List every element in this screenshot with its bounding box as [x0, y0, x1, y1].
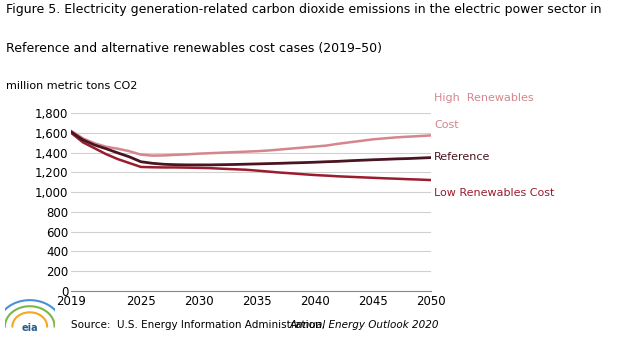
- Text: Cost: Cost: [434, 120, 459, 130]
- Text: Reference and alternative renewables cost cases (2019–50): Reference and alternative renewables cos…: [6, 42, 382, 55]
- Text: eia: eia: [22, 322, 38, 333]
- Text: Reference: Reference: [434, 152, 490, 162]
- Text: High  Renewables: High Renewables: [434, 93, 534, 103]
- Text: Source:  U.S. Energy Information Administration,: Source: U.S. Energy Information Administ…: [71, 319, 329, 330]
- Text: Figure 5. Electricity generation-related carbon dioxide emissions in the electri: Figure 5. Electricity generation-related…: [6, 3, 601, 16]
- Text: million metric tons CO2: million metric tons CO2: [6, 81, 138, 91]
- Text: Annual Energy Outlook 2020: Annual Energy Outlook 2020: [290, 319, 439, 330]
- Text: Low Renewables Cost: Low Renewables Cost: [434, 188, 554, 198]
